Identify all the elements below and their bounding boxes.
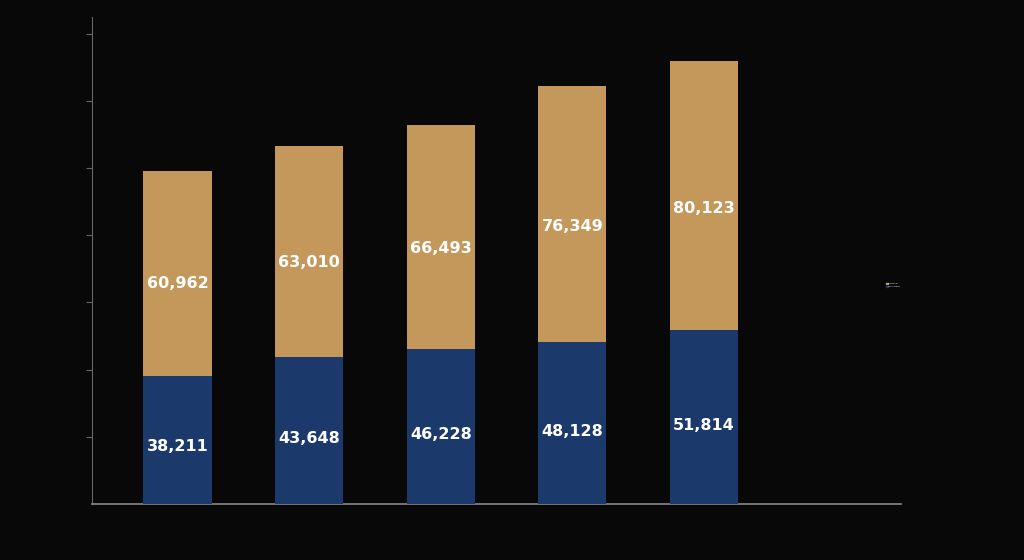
Bar bbox=[670, 330, 738, 504]
Text: 48,128: 48,128 bbox=[542, 424, 603, 438]
Text: 51,814: 51,814 bbox=[673, 418, 734, 433]
Text: 66,493: 66,493 bbox=[410, 241, 472, 255]
Text: 38,211: 38,211 bbox=[146, 438, 209, 454]
Bar bbox=[407, 349, 475, 504]
Text: 63,010: 63,010 bbox=[279, 255, 340, 269]
Bar bbox=[407, 125, 475, 349]
Bar bbox=[538, 342, 606, 504]
Bar bbox=[143, 376, 212, 504]
Text: 60,962: 60,962 bbox=[146, 276, 209, 291]
Text: 76,349: 76,349 bbox=[542, 220, 603, 234]
Bar bbox=[143, 171, 212, 376]
Bar bbox=[538, 86, 606, 342]
Bar bbox=[670, 60, 738, 330]
Text: 43,648: 43,648 bbox=[279, 431, 340, 446]
Text: 46,228: 46,228 bbox=[410, 427, 472, 442]
Bar bbox=[275, 146, 343, 357]
Bar bbox=[275, 357, 343, 504]
Legend: FE Examinees, Eng. BS Degrees: FE Examinees, Eng. BS Degrees bbox=[886, 282, 900, 287]
Text: 80,123: 80,123 bbox=[673, 201, 734, 216]
